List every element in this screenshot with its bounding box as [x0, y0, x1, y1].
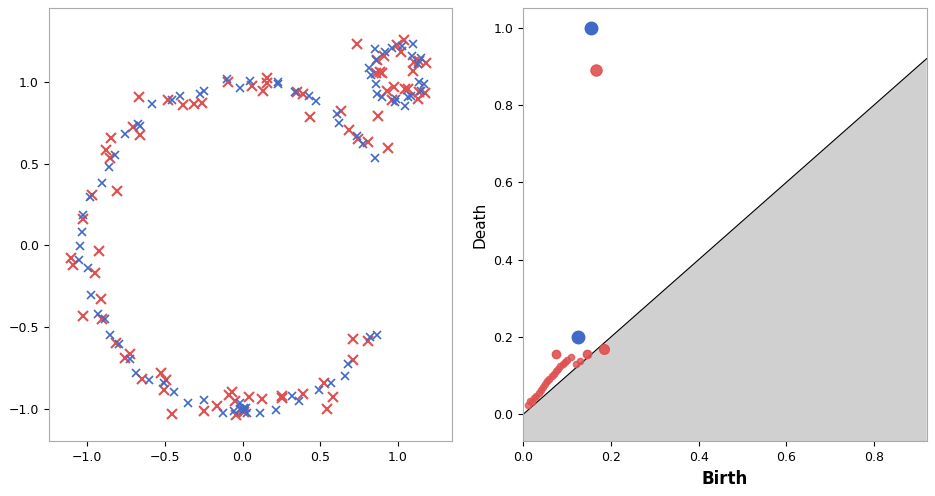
Y-axis label: Death: Death — [473, 202, 488, 248]
Polygon shape — [524, 59, 927, 441]
X-axis label: Birth: Birth — [702, 470, 748, 488]
